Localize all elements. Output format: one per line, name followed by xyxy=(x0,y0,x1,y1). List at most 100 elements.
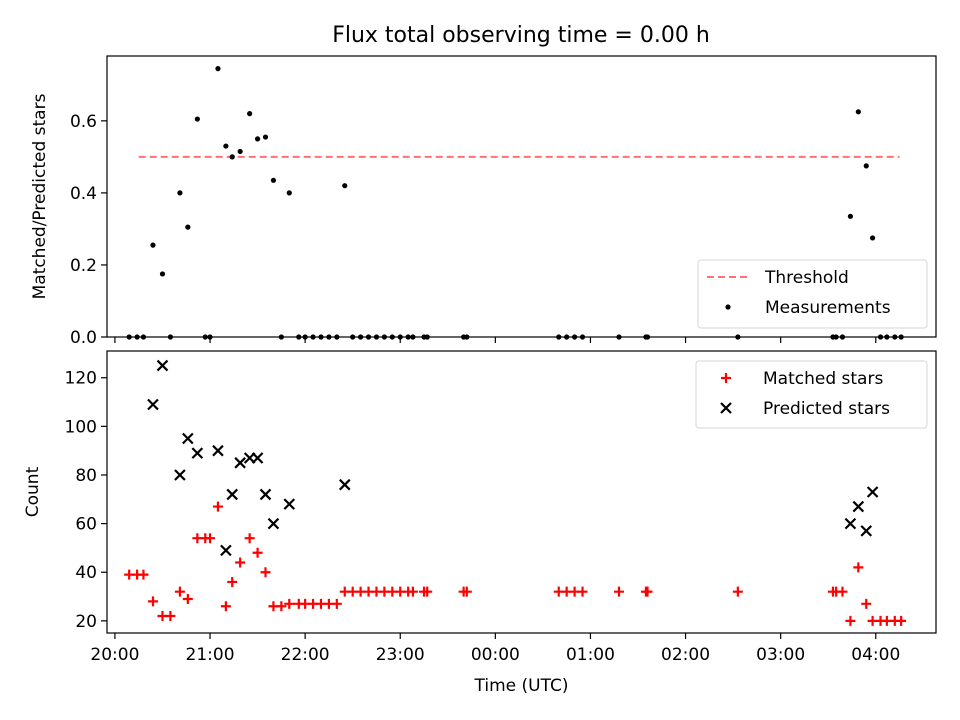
matched-star-point xyxy=(422,586,433,597)
measurement-point xyxy=(159,271,166,277)
predicted-star-point xyxy=(220,544,232,557)
matched-star-point xyxy=(284,598,295,609)
axes-frame xyxy=(106,350,937,634)
measurement-point xyxy=(342,183,348,189)
matched-star-point xyxy=(861,598,872,609)
matched-star-point xyxy=(260,567,271,578)
measurement-point xyxy=(247,111,253,117)
y-tick-label: 0.2 xyxy=(70,256,97,276)
matched-star-point xyxy=(613,586,624,597)
predicted-star-point xyxy=(338,478,351,491)
y-axis-label: Matched/Predicted stars xyxy=(30,93,50,299)
matched-star-point xyxy=(227,576,238,587)
matched-star-point xyxy=(205,533,216,544)
x-tick-label: 23:00 xyxy=(376,645,425,665)
panel-counts: 20 40 60 80 100 120 20:00 21:00 22:00 23:00 00:00 0… xyxy=(23,350,937,696)
predicted-star-point xyxy=(234,457,246,469)
matched-star-point xyxy=(896,615,907,626)
legend: Threshold Measurements xyxy=(697,259,928,329)
matched-star-point xyxy=(212,501,223,512)
measurement-point xyxy=(855,109,861,115)
measurement-point xyxy=(262,134,269,140)
matched-star-point xyxy=(331,598,342,609)
measurement-point xyxy=(237,148,243,155)
legend-measurement-swatch xyxy=(725,304,731,310)
predicted-star-point xyxy=(182,432,194,445)
measurement-point xyxy=(286,190,292,196)
predicted-star-point xyxy=(259,488,272,501)
y-tick-label: 20 xyxy=(75,612,97,632)
measurement-point xyxy=(177,190,183,196)
x-tick-label: 00:00 xyxy=(471,645,520,665)
legend-entry: Threshold xyxy=(707,268,849,288)
y-tick-label: 120 xyxy=(65,369,97,389)
matched-star-point xyxy=(182,593,193,604)
predicted-star-point xyxy=(860,525,873,537)
panel-ratio: 0.0 0.2 0.4 0.6 Matched/Predicted stars Thres… xyxy=(30,55,937,348)
legend-predicted-swatch xyxy=(720,402,732,414)
axes-frame xyxy=(106,55,937,338)
predicted-star-point xyxy=(156,359,169,372)
x-tick-label: 04:00 xyxy=(851,645,900,665)
legend-entry: Matched stars xyxy=(721,369,883,389)
matched-star-point xyxy=(147,596,158,607)
predicted-star-point xyxy=(212,444,224,457)
predicted-star-point xyxy=(174,469,186,481)
legend-matched-swatch xyxy=(721,373,731,383)
x-tick-label: 03:00 xyxy=(756,645,805,665)
predicted-star-point xyxy=(226,488,238,501)
matched-star-point xyxy=(252,547,263,558)
legend-label: Measurements xyxy=(765,298,891,318)
predicted-star-point xyxy=(251,452,264,464)
matched-star-point xyxy=(853,562,864,573)
legend-entry: Measurements xyxy=(725,298,891,318)
measurement-point xyxy=(270,177,277,183)
matched-star-point xyxy=(138,569,149,580)
x-axis-label: Time (UTC) xyxy=(474,676,569,696)
measurement-point xyxy=(215,66,221,72)
predicted-star-point xyxy=(866,486,879,498)
figure-title: Flux total observing time = 0.00 h xyxy=(332,23,710,48)
matched-star-point xyxy=(276,601,287,612)
y-tick-label: 0.4 xyxy=(70,184,97,204)
measurement-point xyxy=(185,224,191,230)
measurement-point xyxy=(254,136,261,142)
matched-star-point xyxy=(642,586,653,597)
legend-box xyxy=(695,360,928,429)
predicted-star-point xyxy=(191,447,204,459)
y-tick-label: 60 xyxy=(75,515,97,535)
predicted-star-point xyxy=(844,517,857,530)
measurement-point xyxy=(869,235,876,241)
x-tick-label: 22:00 xyxy=(281,645,330,665)
matched-star-point xyxy=(577,586,588,597)
y-axis-label: Count xyxy=(23,466,43,517)
x-tick-label: 21:00 xyxy=(186,645,235,665)
x-tick-label: 02:00 xyxy=(661,645,710,665)
legend-box xyxy=(697,259,928,329)
matched-star-point xyxy=(244,533,255,544)
legend-label: Threshold xyxy=(764,268,849,288)
y-tick-label: 100 xyxy=(65,417,97,437)
legend-label: Matched stars xyxy=(763,369,883,389)
matched-star-point xyxy=(837,586,848,597)
matched-star-point xyxy=(732,586,743,597)
measurement-point xyxy=(229,154,235,160)
y-tick-label: 40 xyxy=(75,563,97,583)
matched-star-point xyxy=(461,586,472,597)
legend-label: Predicted stars xyxy=(763,399,890,419)
matched-star-point xyxy=(220,601,231,612)
measurement-point xyxy=(150,242,156,248)
x-tick-label: 01:00 xyxy=(566,645,615,665)
matched-star-point xyxy=(407,586,418,597)
predicted-star-point xyxy=(267,517,280,530)
measurement-point xyxy=(863,163,869,169)
y-tick-label: 0.6 xyxy=(70,112,97,132)
predicted-star-point xyxy=(283,498,296,510)
predicted-star-point xyxy=(147,398,159,411)
matched-star-point xyxy=(165,610,176,621)
measurement-point xyxy=(847,213,854,219)
y-tick-label: 80 xyxy=(75,466,97,486)
x-tick-label: 20:00 xyxy=(90,645,139,665)
measurement-point xyxy=(223,143,229,149)
